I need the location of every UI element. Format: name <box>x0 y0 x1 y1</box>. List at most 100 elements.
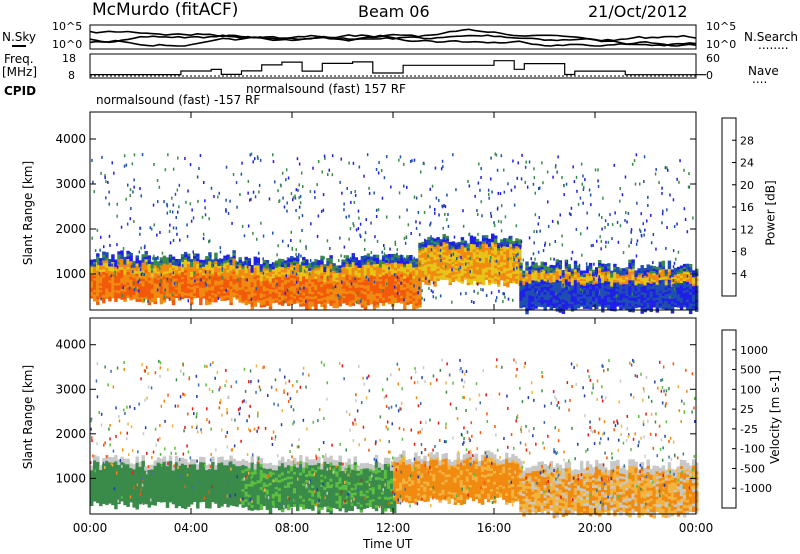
data-cell <box>244 275 248 279</box>
data-cell <box>135 283 139 287</box>
scatter-echo <box>219 246 222 250</box>
data-cell <box>397 263 401 267</box>
data-cell <box>528 273 532 277</box>
data-cell <box>619 300 623 303</box>
data-cell <box>487 277 492 281</box>
scatter-echo <box>151 269 153 273</box>
data-cell <box>147 263 152 267</box>
data-cell <box>387 295 392 299</box>
data-cell <box>366 259 371 263</box>
data-cell <box>534 275 538 279</box>
scatter-echo <box>241 161 243 165</box>
scatter-echo <box>502 292 504 296</box>
scatter-echo <box>503 190 506 194</box>
data-cell <box>129 469 133 473</box>
data-cell <box>108 277 112 281</box>
data-cell <box>439 270 443 274</box>
data-cell <box>105 293 109 297</box>
data-cell <box>105 280 109 284</box>
data-cell <box>522 298 526 302</box>
data-cell <box>111 285 115 289</box>
data-cell <box>199 287 203 291</box>
data-cell <box>287 300 291 304</box>
data-cell <box>528 276 532 279</box>
data-cell <box>673 293 678 297</box>
data-cell <box>487 238 492 242</box>
scatter-echo <box>536 230 538 234</box>
data-cell <box>120 288 124 292</box>
data-cell <box>271 262 276 265</box>
scatter-echo <box>542 249 545 252</box>
data-cell <box>579 292 584 295</box>
data-cell <box>460 275 465 279</box>
data-cell <box>205 269 209 273</box>
data-cell <box>381 283 386 287</box>
data-cell <box>570 278 575 281</box>
data-cell <box>232 252 236 256</box>
data-cell <box>129 497 133 501</box>
scatter-echo <box>554 165 557 169</box>
data-cell <box>403 284 407 288</box>
data-cell <box>211 268 215 272</box>
data-cell <box>695 297 699 300</box>
data-cell <box>601 271 605 275</box>
data-cell <box>543 305 547 309</box>
data-cell <box>503 264 507 268</box>
data-cell <box>424 271 428 275</box>
data-cell <box>183 269 188 273</box>
data-cell <box>418 283 422 287</box>
data-cell <box>472 241 477 245</box>
data-cell <box>491 239 495 243</box>
data-cell <box>567 271 572 275</box>
data-cell <box>400 279 404 283</box>
data-cell <box>159 275 164 279</box>
data-cell <box>123 461 127 465</box>
data-cell <box>688 291 693 295</box>
scatter-echo <box>658 288 661 292</box>
scatter-echo <box>108 190 110 194</box>
data-cell <box>570 287 575 291</box>
data-cell <box>436 268 440 272</box>
data-cell <box>579 280 584 283</box>
data-cell <box>126 485 130 489</box>
data-cell <box>506 278 510 282</box>
data-cell <box>90 293 94 297</box>
data-cell <box>90 472 94 475</box>
data-cell <box>451 274 456 278</box>
data-cell <box>274 281 279 285</box>
scatter-echo <box>316 234 319 238</box>
data-cell <box>308 288 312 292</box>
data-cell <box>500 264 504 267</box>
data-cell <box>585 272 590 276</box>
data-cell <box>525 264 529 268</box>
data-cell <box>108 259 112 262</box>
data-cell <box>421 279 425 283</box>
data-cell <box>537 288 541 291</box>
data-cell <box>469 238 474 242</box>
noise-tick-left-bottom: 10^0 <box>52 38 83 51</box>
data-cell <box>99 287 103 291</box>
data-cell <box>573 285 578 289</box>
data-cell <box>424 247 428 250</box>
data-cell <box>114 467 118 471</box>
data-cell <box>174 289 179 292</box>
data-cell <box>658 269 663 273</box>
scatter-echo <box>108 234 111 238</box>
data-cell <box>658 305 663 309</box>
scatter-echo <box>525 160 527 164</box>
data-cell <box>537 304 541 307</box>
data-cell <box>132 495 136 499</box>
scatter-echo <box>331 173 334 177</box>
data-cell <box>102 496 106 499</box>
data-cell <box>229 256 233 260</box>
scatter-echo <box>256 155 259 159</box>
data-cell <box>308 303 312 307</box>
scatter-echo <box>425 276 427 280</box>
data-cell <box>268 268 273 272</box>
data-cell <box>108 291 112 295</box>
data-cell <box>403 306 407 310</box>
scatter-echo <box>329 247 331 250</box>
data-cell <box>90 465 94 469</box>
data-cell <box>622 306 626 309</box>
data-cell <box>637 304 641 308</box>
